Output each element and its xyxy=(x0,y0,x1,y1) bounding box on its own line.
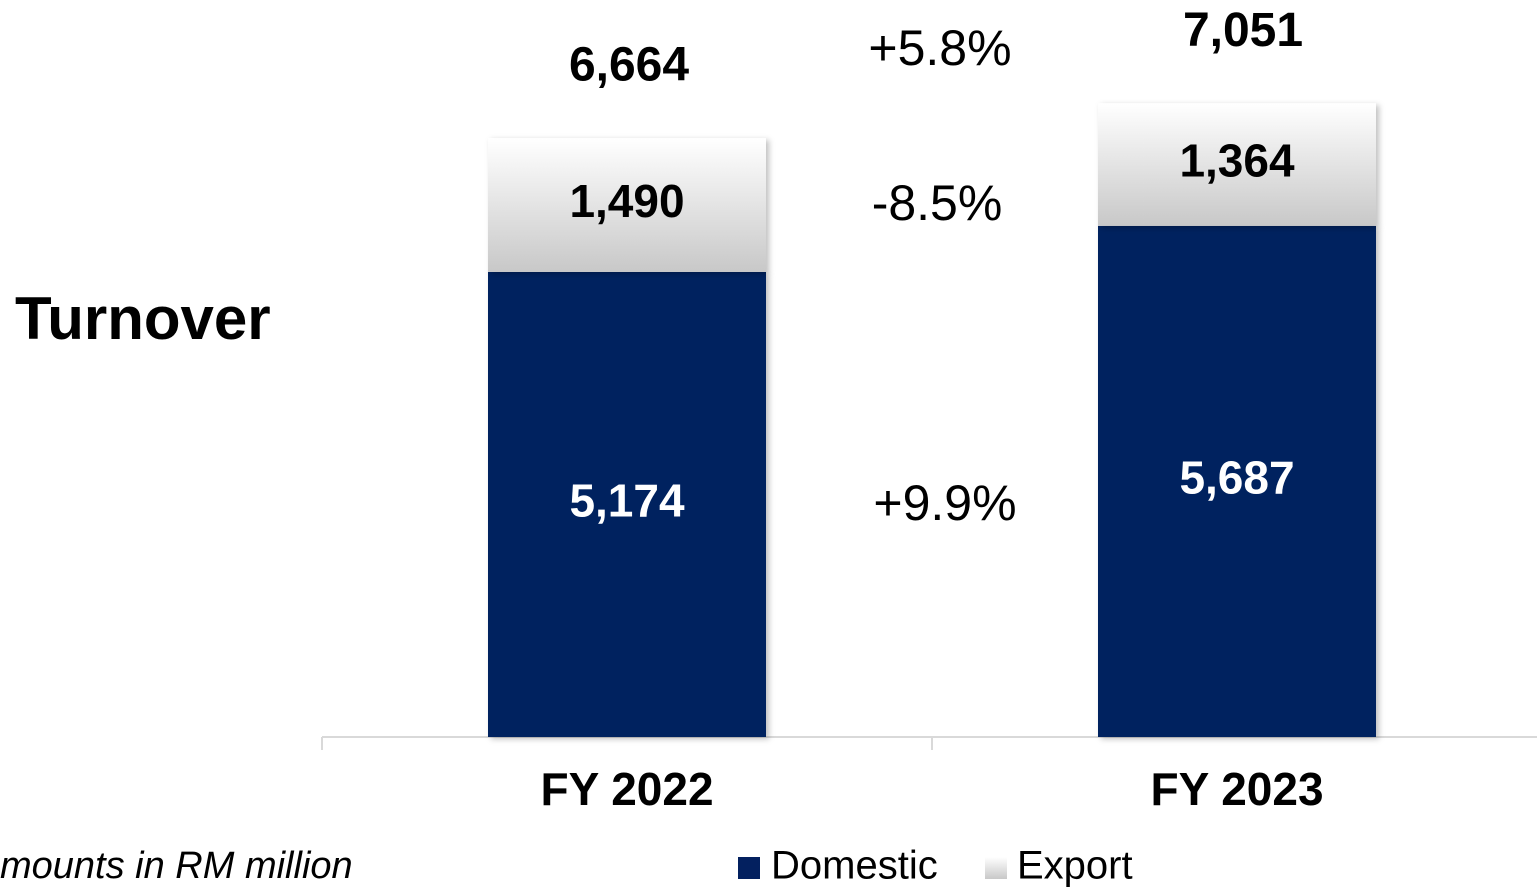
legend-label: Domestic xyxy=(771,844,938,888)
chart-title: Turnover xyxy=(15,285,271,352)
bar-segment xyxy=(488,271,766,737)
change-annotation: +9.9% xyxy=(873,475,1016,531)
legend-swatch xyxy=(985,857,1007,879)
note: mounts in RM million xyxy=(0,845,353,887)
total-label: 6,664 xyxy=(569,39,689,92)
bar-segment xyxy=(1098,103,1376,226)
change-annotation: -8.5% xyxy=(872,175,1003,231)
value-label: 1,490 xyxy=(569,175,684,227)
bar-segment xyxy=(1098,225,1376,738)
value-label: 5,687 xyxy=(1179,452,1294,504)
legend-label: Export xyxy=(1017,844,1133,888)
x-tick-label: FY 2022 xyxy=(540,763,713,815)
legend-swatch xyxy=(738,857,760,879)
change-annotation: +5.8% xyxy=(868,20,1011,76)
bar-segment xyxy=(488,138,766,272)
x-tick-label: FY 2023 xyxy=(1150,763,1323,815)
total-label: 7,051 xyxy=(1183,4,1303,57)
value-label: 5,174 xyxy=(569,475,685,527)
value-label: 1,364 xyxy=(1179,135,1295,187)
